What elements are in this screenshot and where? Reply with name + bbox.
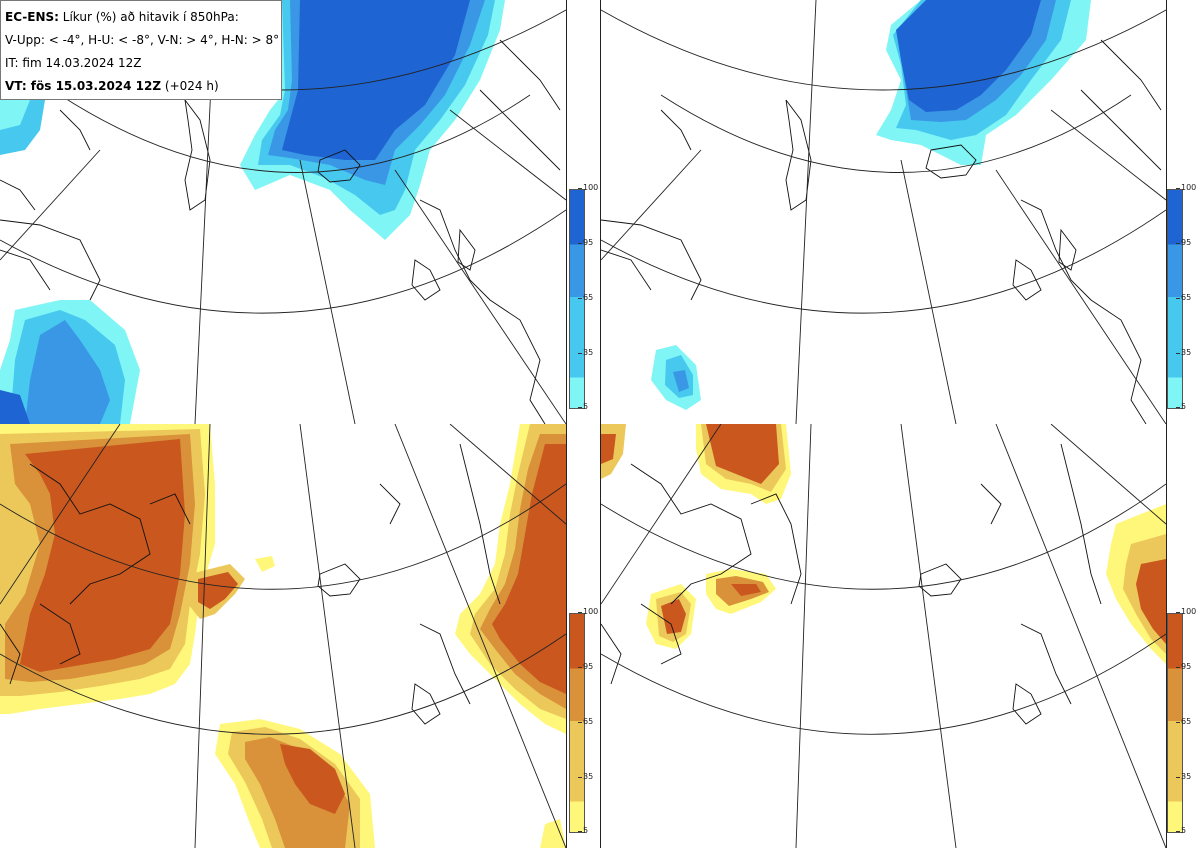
tick-5: 5 xyxy=(1175,402,1187,411)
probability-field xyxy=(0,424,566,848)
map-warm-plus8 xyxy=(601,424,1166,848)
panel-cold-minus8 xyxy=(600,0,1167,425)
panel-warm-plus4 xyxy=(0,424,567,848)
tick-35: 35 xyxy=(1175,348,1192,357)
tick-35: 35 xyxy=(577,772,594,781)
tick-100: 100 xyxy=(1175,607,1197,616)
graticule xyxy=(601,424,1166,848)
tick-5: 5 xyxy=(577,402,589,411)
tick-100: 100 xyxy=(577,183,599,192)
graticule xyxy=(601,0,1166,424)
map-cold-minus4 xyxy=(0,0,566,424)
tick-65: 65 xyxy=(577,293,594,302)
colorbar-tl xyxy=(569,189,585,409)
tick-5: 5 xyxy=(577,826,589,835)
coastlines xyxy=(601,443,1102,725)
tick-65: 65 xyxy=(577,717,594,726)
tick-95: 95 xyxy=(1175,662,1192,671)
panel-cold-minus4: EC-ENS: Líkur (%) að hitavik í 850hPa: V… xyxy=(0,0,567,425)
tick-100: 100 xyxy=(577,607,599,616)
legend-line-4: VT: fös 15.03.2024 12Z (+024 h) xyxy=(5,79,219,93)
tick-95: 95 xyxy=(1175,238,1192,247)
legend-line-2: V-Upp: < -4°, H-U: < -8°, V-N: > 4°, H-N… xyxy=(5,33,280,47)
panel-warm-plus8 xyxy=(600,424,1167,848)
tick-35: 35 xyxy=(1175,772,1192,781)
colorbar-br xyxy=(1167,613,1183,833)
graticule xyxy=(0,424,566,848)
coastlines xyxy=(0,443,501,725)
tick-65: 65 xyxy=(1175,717,1192,726)
tick-95: 95 xyxy=(577,238,594,247)
tick-5: 5 xyxy=(1175,826,1187,835)
map-cold-minus8 xyxy=(601,0,1166,424)
coastlines xyxy=(601,39,1162,424)
tick-65: 65 xyxy=(1175,293,1192,302)
legend-line-1: EC-ENS: Líkur (%) að hitavik í 850hPa: xyxy=(5,10,239,24)
tick-35: 35 xyxy=(577,348,594,357)
coastlines xyxy=(0,39,561,424)
map-warm-plus4 xyxy=(0,424,566,848)
probability-field xyxy=(651,0,1091,410)
probability-field xyxy=(601,424,1166,664)
tick-95: 95 xyxy=(577,662,594,671)
forecast-info-box: EC-ENS: Líkur (%) að hitavik í 850hPa: V… xyxy=(0,0,282,100)
colorbar-tr xyxy=(1167,189,1183,409)
legend-line-3: IT: fim 14.03.2024 12Z xyxy=(5,56,142,70)
tick-100: 100 xyxy=(1175,183,1197,192)
colorbar-bl xyxy=(569,613,585,833)
probability-field xyxy=(0,0,505,424)
